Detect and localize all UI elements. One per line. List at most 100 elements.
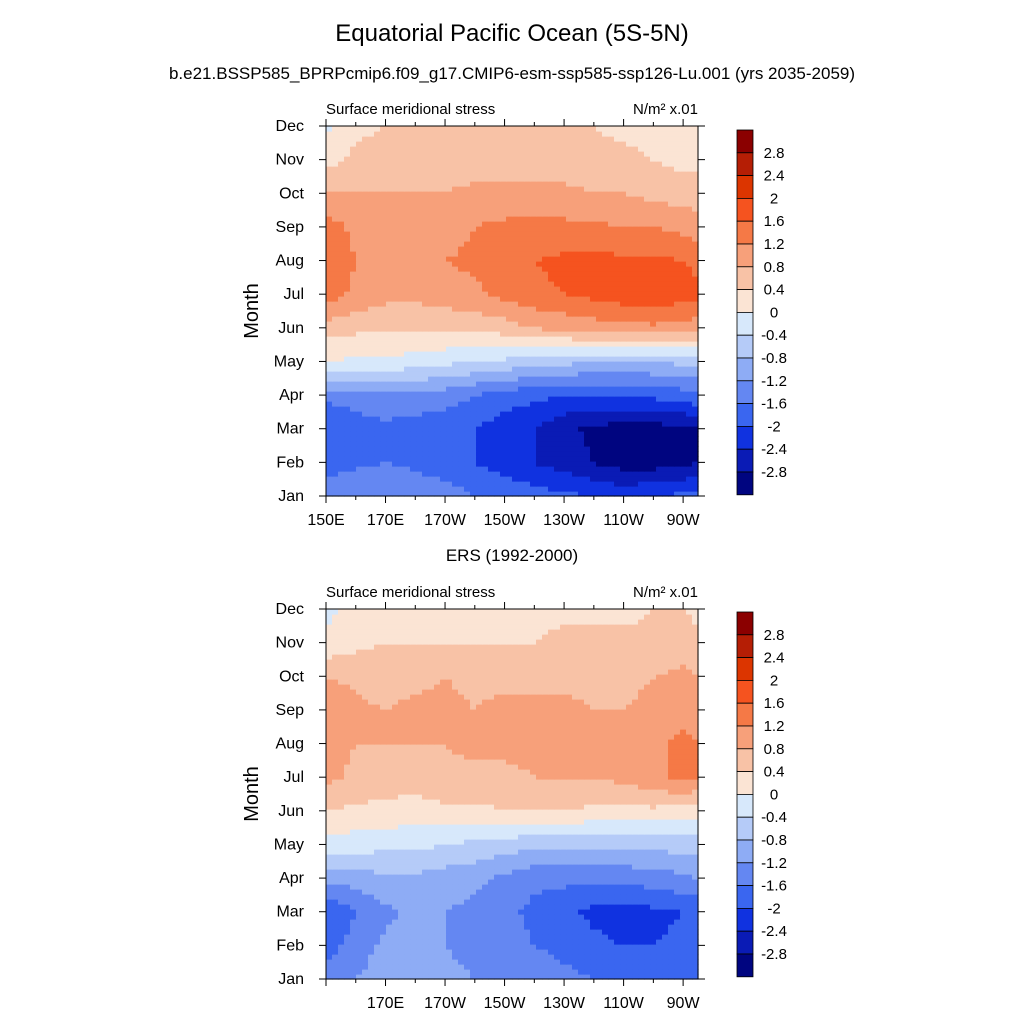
heatmap-cell (374, 326, 381, 332)
heatmap-cell (428, 296, 435, 302)
heatmap-cell (614, 296, 621, 302)
heatmap-cell (434, 446, 441, 452)
heatmap-cell (626, 436, 633, 442)
heatmap-cell (440, 381, 447, 387)
heatmap-cell (506, 954, 513, 960)
heatmap-cell (530, 361, 537, 367)
heatmap-cell (518, 316, 525, 322)
heatmap-cell (656, 226, 663, 232)
heatmap-cell (332, 426, 339, 432)
heatmap-cell (602, 441, 609, 447)
heatmap-cell (626, 276, 633, 282)
heatmap-cell (680, 346, 687, 352)
heatmap-cell (368, 221, 375, 227)
colorbar-label: 2 (770, 190, 778, 207)
heatmap-cell (392, 326, 399, 332)
heatmap-cell (458, 491, 465, 497)
heatmap-cell (392, 406, 399, 412)
heatmap-cell (482, 151, 489, 157)
heatmap-cell (440, 386, 447, 392)
heatmap-cell (680, 236, 687, 242)
heatmap-cell (404, 964, 411, 970)
heatmap-cell (644, 376, 651, 382)
heatmap-cell (326, 216, 333, 222)
heatmap-cell (578, 361, 585, 367)
heatmap-cell (626, 386, 633, 392)
heatmap-cell (506, 191, 513, 197)
heatmap-cell (530, 481, 537, 487)
heatmap-cell (416, 211, 423, 217)
heatmap-cell (590, 396, 597, 402)
heatmap-cell (656, 251, 663, 257)
heatmap-cell (638, 251, 645, 257)
heatmap-cell (644, 959, 651, 965)
heatmap-cell (464, 411, 471, 417)
heatmap-cell (332, 186, 339, 192)
heatmap-cell (488, 201, 495, 207)
heatmap-cell (590, 261, 597, 267)
heatmap-cell (440, 146, 447, 152)
heatmap-cell (650, 486, 657, 492)
heatmap-cell (578, 491, 585, 497)
heatmap-cell (326, 311, 333, 317)
heatmap-cell (470, 311, 477, 317)
heatmap-cell (392, 296, 399, 302)
heatmap-cell (554, 196, 561, 202)
heatmap-cell (446, 226, 453, 232)
heatmap-cell (386, 441, 393, 447)
heatmap-cell (326, 181, 333, 187)
heatmap-cell (518, 336, 525, 342)
heatmap-cell (626, 141, 633, 147)
heatmap-cell (410, 376, 417, 382)
heatmap-cell (392, 431, 399, 437)
heatmap-cell (560, 156, 567, 162)
heatmap-cell (602, 311, 609, 317)
heatmap-cell (326, 291, 333, 297)
heatmap-cell (404, 216, 411, 222)
heatmap-cell (536, 371, 543, 377)
heatmap-cell (566, 281, 573, 287)
heatmap-cell (524, 371, 531, 377)
heatmap-cell (626, 346, 633, 352)
heatmap-cell (608, 446, 615, 452)
heatmap-cell (392, 241, 399, 247)
heatmap-cell (518, 286, 525, 292)
heatmap-cell (578, 974, 585, 980)
heatmap-cell (554, 296, 561, 302)
heatmap-cell (482, 446, 489, 452)
heatmap-cell (488, 381, 495, 387)
heatmap-cell (338, 376, 345, 382)
heatmap-cell (686, 964, 693, 970)
heatmap-cell (680, 271, 687, 277)
heatmap-cell (572, 221, 579, 227)
heatmap-cell (608, 964, 615, 970)
heatmap-cell (662, 456, 669, 462)
heatmap-cell (638, 326, 645, 332)
heatmap-cell (440, 456, 447, 462)
heatmap-cell (476, 176, 483, 182)
heatmap-cell (632, 126, 639, 132)
heatmap-cell (380, 261, 387, 267)
heatmap-cell (644, 361, 651, 367)
heatmap-cell (380, 461, 387, 467)
heatmap-cell (524, 171, 531, 177)
heatmap-cell (650, 146, 657, 152)
heatmap-cell (440, 476, 447, 482)
heatmap-cell (410, 226, 417, 232)
heatmap-cell (572, 366, 579, 372)
heatmap-cell (524, 186, 531, 192)
heatmap-cell (446, 136, 453, 142)
heatmap-cell (524, 446, 531, 452)
heatmap-cell (494, 176, 501, 182)
heatmap-cell (644, 176, 651, 182)
heatmap-cell (494, 286, 501, 292)
heatmap-cell (512, 296, 519, 302)
heatmap-cell (374, 221, 381, 227)
heatmap-cell (440, 231, 447, 237)
heatmap-cell (566, 241, 573, 247)
heatmap-cell (464, 466, 471, 472)
heatmap-cell (518, 176, 525, 182)
heatmap-cell (584, 301, 591, 307)
heatmap-cell (524, 231, 531, 237)
heatmap-cell (572, 251, 579, 257)
